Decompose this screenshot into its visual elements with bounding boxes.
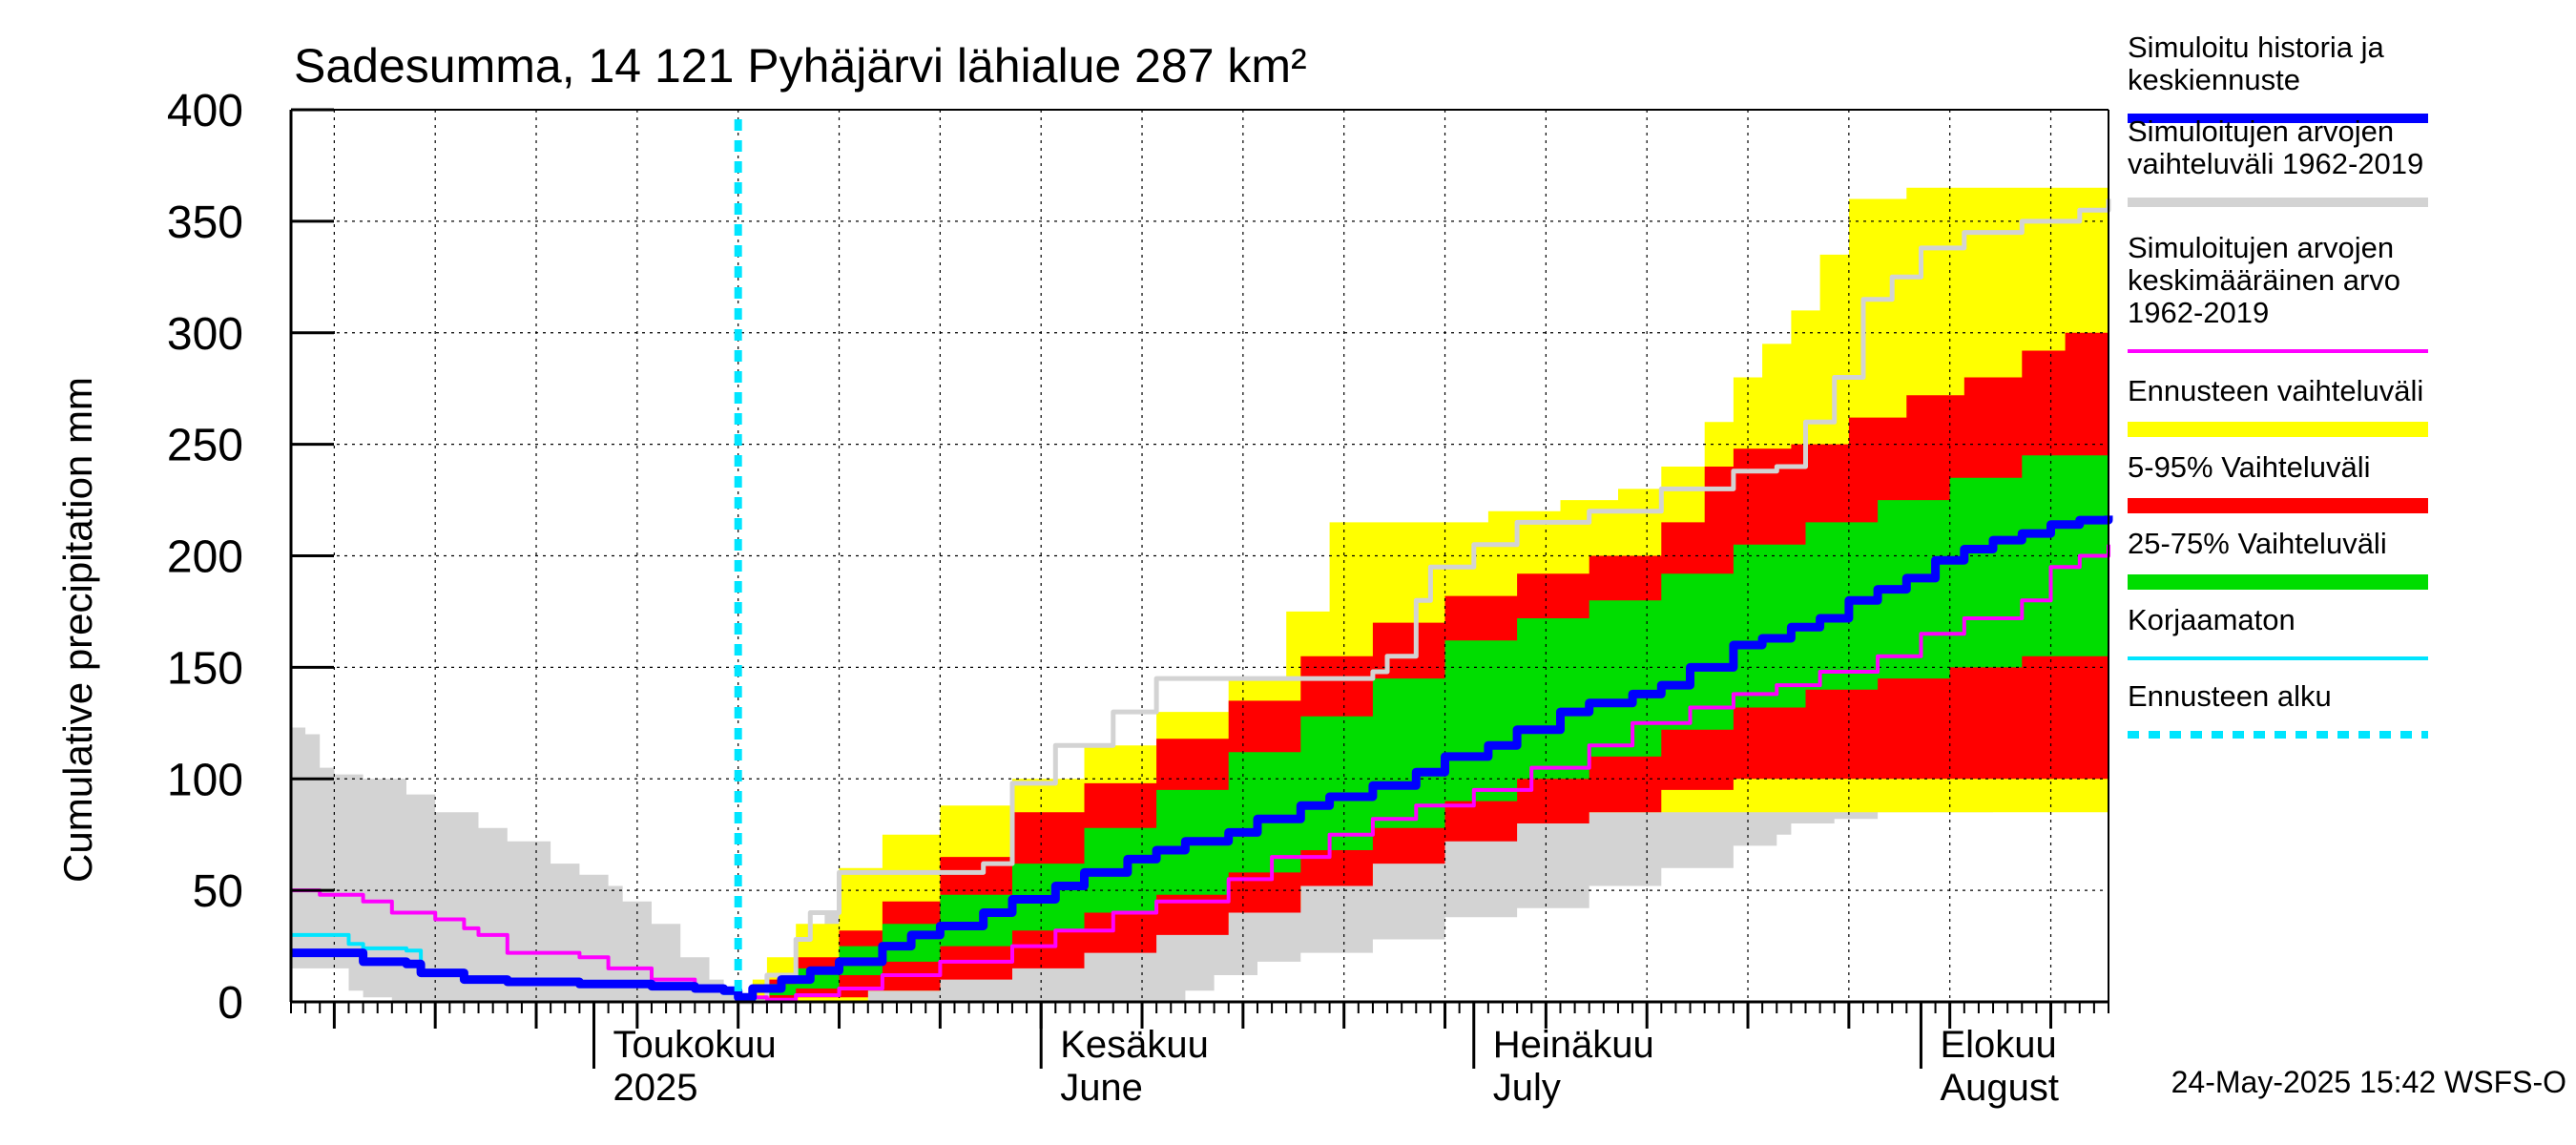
y-tick-label: 200 <box>167 532 243 583</box>
p5-95-band <box>737 315 2109 1002</box>
mean-1962-2019-line <box>291 544 2110 1002</box>
month-label: Toukokuu <box>613 1024 777 1066</box>
chart-title: Sadesumma, 14 121 Pyhäjärvi lähialue 287… <box>294 39 1307 93</box>
y-tick-label: 50 <box>193 866 243 917</box>
line-layer <box>291 119 2113 1005</box>
legend-swatch <box>2128 574 2428 590</box>
month-label: Kesäkuu <box>1060 1024 1209 1066</box>
band-layer <box>291 172 2109 1002</box>
month-label: Elokuu <box>1940 1024 2056 1066</box>
y-tick-label: 350 <box>167 198 243 248</box>
legend-label: vaihteluväli 1962-2019 <box>2128 147 2423 180</box>
y-tick-label: 100 <box>167 755 243 805</box>
y-tick-label: 400 <box>167 86 243 136</box>
legend-label: Ennusteen vaihteluväli <box>2128 374 2423 407</box>
legend-label: Ennusteen alku <box>2128 679 2332 713</box>
y-tick-label: 250 <box>167 421 243 471</box>
month-label: Heinäkuu <box>1493 1024 1654 1066</box>
month-label-secondary: June <box>1060 1067 1143 1109</box>
legend-swatch <box>2128 498 2428 513</box>
y-tick-label: 300 <box>167 309 243 360</box>
y-tick-label: 150 <box>167 643 243 694</box>
legend-label: Simuloitujen arvojen <box>2128 114 2394 148</box>
timestamp: 24-May-2025 15:42 WSFS-O <box>2171 1065 2566 1099</box>
month-label-secondary: July <box>1493 1067 1561 1109</box>
legend-label: 25-75% Vaihteluväli <box>2128 527 2387 560</box>
legend-label: Simuloitu historia ja <box>2128 31 2385 64</box>
y-tick-label: 0 <box>218 978 243 1029</box>
y-axis-label: Cumulative precipitation mm <box>55 377 100 883</box>
legend-swatch <box>2128 422 2428 437</box>
legend-label: 5-95% Vaihteluväli <box>2128 450 2370 484</box>
legend-label: Simuloitujen arvojen <box>2128 231 2394 264</box>
legend-label: Korjaamaton <box>2128 603 2296 636</box>
legend-label: keskiennuste <box>2128 63 2300 96</box>
month-label-secondary: August <box>1940 1067 2059 1109</box>
p25-75-band <box>737 432 2109 1002</box>
hist-range-line <box>737 198 2111 1005</box>
forecast-range-band <box>737 172 2109 1002</box>
month-label-secondary: 2025 <box>613 1067 698 1109</box>
median-forecast-line <box>291 515 2113 1002</box>
legend-label: 1962-2019 <box>2128 296 2269 329</box>
legend-label: keskimääräinen arvo <box>2128 263 2400 297</box>
